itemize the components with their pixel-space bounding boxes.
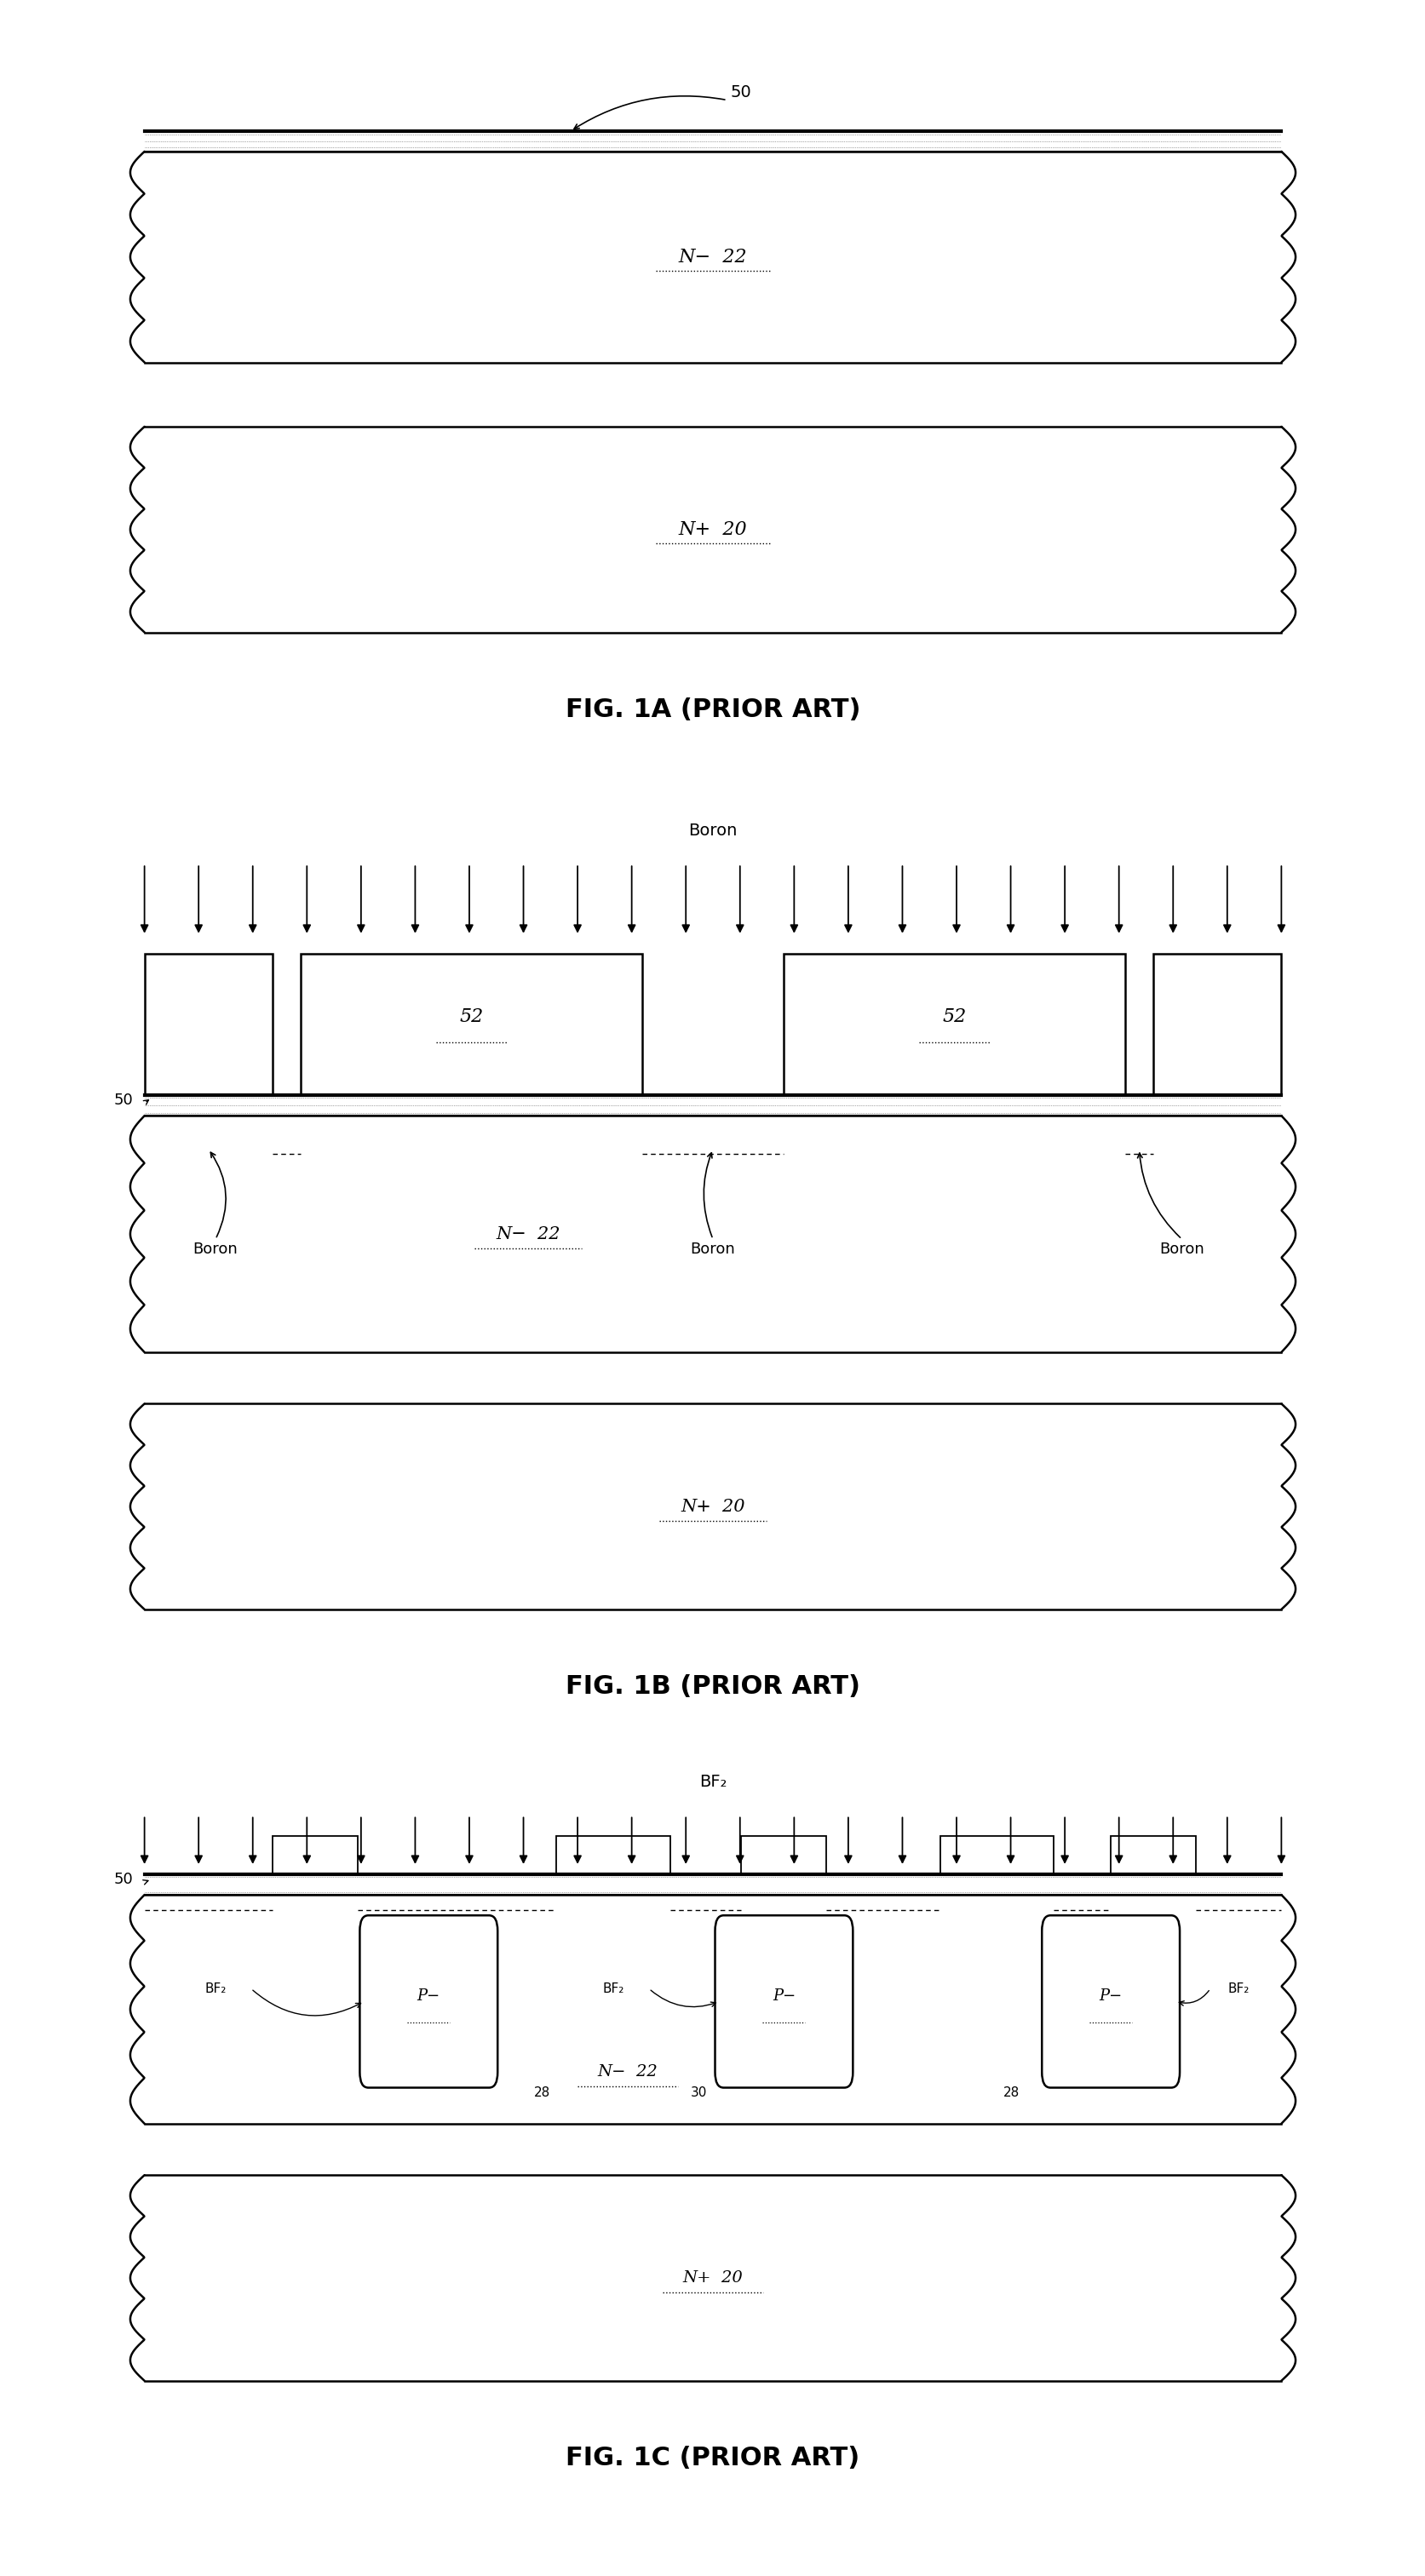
- Text: 28: 28: [1003, 2087, 1019, 2099]
- Text: 50: 50: [731, 85, 751, 100]
- Bar: [939, 1837, 1053, 1875]
- Text: P−: P−: [1099, 1989, 1121, 2004]
- Bar: [272, 1837, 358, 1875]
- Text: Boron: Boron: [688, 822, 737, 837]
- Text: N+  20: N+ 20: [678, 520, 747, 538]
- FancyBboxPatch shape: [1042, 1917, 1178, 2087]
- Text: BF₂: BF₂: [1227, 1984, 1248, 1994]
- Text: 30: 30: [690, 2087, 707, 2099]
- Text: FIG. 1C (PRIOR ART): FIG. 1C (PRIOR ART): [566, 2445, 859, 2470]
- Text: BF₂: BF₂: [698, 1775, 727, 1790]
- Bar: [301, 953, 641, 1095]
- Text: N−  22: N− 22: [678, 247, 747, 265]
- Text: BF₂: BF₂: [205, 1984, 227, 1994]
- Bar: [556, 1837, 670, 1875]
- Text: N−  22: N− 22: [597, 2063, 657, 2079]
- Text: Boron: Boron: [690, 1242, 735, 1257]
- Bar: [1153, 953, 1281, 1095]
- Text: 52: 52: [459, 1007, 483, 1025]
- Text: FIG. 1A (PRIOR ART): FIG. 1A (PRIOR ART): [566, 698, 859, 721]
- Text: BF₂: BF₂: [603, 1984, 624, 1994]
- Text: P−: P−: [418, 1989, 440, 2004]
- Text: 52: 52: [942, 1007, 966, 1025]
- Text: N−  22: N− 22: [496, 1226, 560, 1242]
- Text: 50: 50: [114, 1873, 133, 1888]
- Text: 50: 50: [114, 1092, 133, 1108]
- Bar: [144, 953, 272, 1095]
- Text: N+  20: N+ 20: [683, 2269, 742, 2285]
- Bar: [784, 953, 1124, 1095]
- Text: 28: 28: [534, 2087, 550, 2099]
- Text: FIG. 1B (PRIOR ART): FIG. 1B (PRIOR ART): [566, 1674, 859, 1700]
- Bar: [741, 1837, 826, 1875]
- Text: P−: P−: [772, 1989, 795, 2004]
- FancyBboxPatch shape: [714, 1917, 852, 2087]
- Text: Boron: Boron: [1159, 1242, 1204, 1257]
- Bar: [1110, 1837, 1196, 1875]
- Text: N+  20: N+ 20: [680, 1499, 745, 1515]
- FancyBboxPatch shape: [359, 1917, 497, 2087]
- Text: Boron: Boron: [192, 1242, 238, 1257]
